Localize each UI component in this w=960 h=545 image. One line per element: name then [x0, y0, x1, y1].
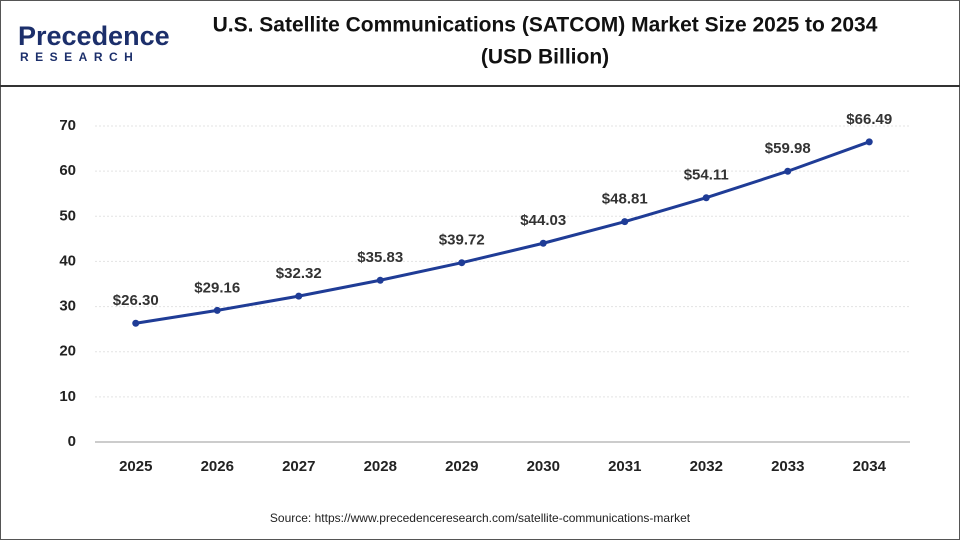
- chart-title: U.S. Satellite Communications (SATCOM) M…: [213, 14, 878, 37]
- point: [458, 259, 466, 267]
- y-tick-label: 50: [59, 207, 76, 224]
- data-label: $54.11: [684, 167, 729, 184]
- data-label: $44.03: [520, 212, 566, 229]
- point: [295, 292, 303, 300]
- point: [784, 167, 792, 175]
- x-tick-label: 2028: [364, 458, 397, 475]
- point: [376, 276, 384, 284]
- point: [621, 218, 629, 226]
- data-label: $26.30: [113, 292, 159, 309]
- x-tick-label: 2030: [527, 458, 560, 475]
- y-tick-label: 10: [59, 388, 76, 405]
- y-tick-label: 0: [68, 433, 76, 450]
- data-label: $35.83: [357, 249, 403, 266]
- chart-subtitle: (USD Billion): [481, 46, 609, 69]
- data-label: $59.98: [765, 140, 811, 157]
- data-label: $39.72: [439, 232, 485, 249]
- point: [539, 239, 547, 247]
- y-tick-label: 60: [59, 162, 76, 179]
- x-tick-label: 2029: [445, 458, 478, 475]
- x-tick-label: 2026: [201, 458, 234, 475]
- point: [132, 319, 140, 327]
- y-tick-label: 70: [59, 117, 76, 134]
- data-label: $48.81: [602, 191, 648, 208]
- data-label: $66.49: [846, 111, 892, 128]
- line: [135, 140, 870, 325]
- x-tick-label: 2033: [771, 458, 804, 475]
- x-tick-label: 2032: [690, 458, 723, 475]
- x-tick-label: 2034: [853, 458, 887, 475]
- data-label: $29.16: [194, 279, 240, 296]
- logo-tagline: RESEARCH: [20, 50, 139, 64]
- y-tick-label: 20: [59, 343, 76, 360]
- y-tick-label: 40: [59, 252, 76, 269]
- data-label: $32.32: [276, 265, 322, 282]
- point: [213, 306, 221, 314]
- x-tick-label: 2031: [608, 458, 641, 475]
- point: [865, 138, 873, 146]
- x-tick-label: 2027: [282, 458, 315, 475]
- source: Source: https://www.precedenceresearch.c…: [270, 511, 691, 525]
- logo-name: Precedence: [18, 21, 170, 51]
- point: [702, 194, 710, 202]
- y-tick-label: 30: [59, 298, 76, 315]
- x-tick-label: 2025: [119, 458, 152, 475]
